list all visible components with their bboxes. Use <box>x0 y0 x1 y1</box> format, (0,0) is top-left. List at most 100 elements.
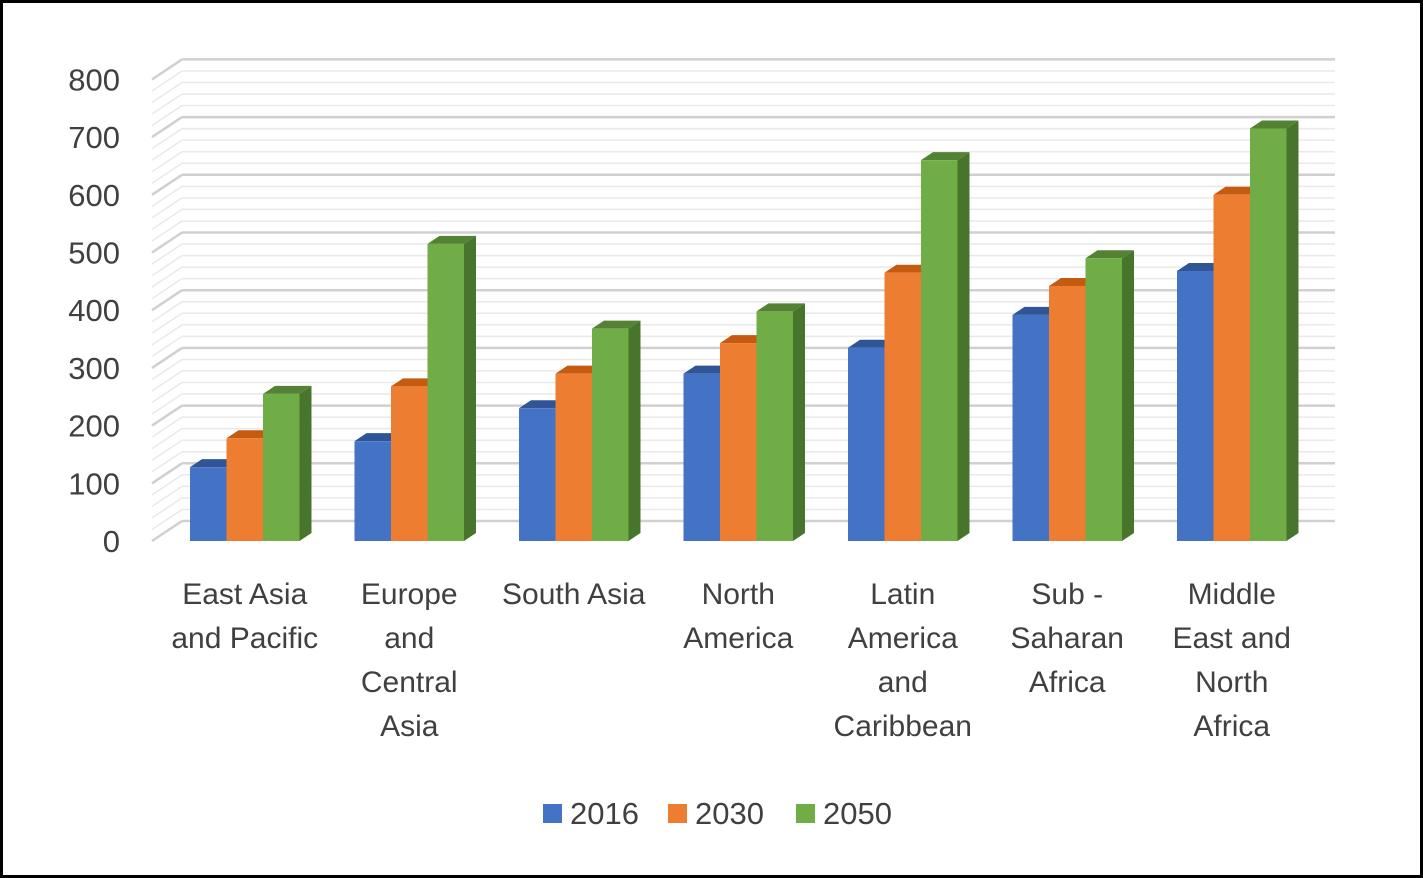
bar-top <box>1213 186 1262 195</box>
gridline-side <box>151 93 183 115</box>
bar-front <box>519 408 556 541</box>
gridline-side <box>151 485 183 508</box>
y-tick-label: 100 <box>68 466 120 501</box>
x-category-line: Africa <box>1193 710 1270 743</box>
x-category-line: South Asia <box>502 578 646 611</box>
bar-2050 <box>427 235 476 541</box>
bar-top <box>354 433 403 442</box>
legend-label-2050: 2050 <box>823 796 892 831</box>
bar-front <box>592 328 629 541</box>
y-tick-label: 800 <box>68 62 120 97</box>
y-tick-label: 300 <box>68 351 120 386</box>
bar-front <box>756 311 793 541</box>
x-category-label: South Asia <box>502 578 646 611</box>
gridline-side <box>151 358 183 381</box>
y-tick-label: 200 <box>68 409 120 444</box>
x-category-line: North <box>1195 666 1268 699</box>
x-category-line: America <box>848 622 958 655</box>
gridline-side <box>151 381 183 404</box>
y-tick-label: 700 <box>68 120 120 155</box>
x-category-label: Sub - Saharan Africa <box>1011 578 1124 699</box>
bar-top <box>1250 120 1299 129</box>
gridline-side <box>151 428 183 450</box>
bar-side <box>628 320 641 541</box>
gridline-side <box>151 173 183 196</box>
y-axis-ticks: 0 100 200 300 400 500 600 700 800 <box>68 62 120 559</box>
bar-top <box>1177 262 1226 271</box>
y-tick-label: 600 <box>68 178 120 213</box>
bar-side <box>1286 120 1299 541</box>
bar-top <box>263 385 312 394</box>
bar-top <box>720 335 769 344</box>
bar-top <box>519 400 568 409</box>
bar-front <box>921 160 958 541</box>
bar-front <box>848 347 885 541</box>
gridline-side <box>151 266 183 288</box>
bar-2050 <box>921 152 970 541</box>
x-category-line: Central <box>361 666 458 699</box>
x-category-line: Latin <box>870 578 935 611</box>
x-category-line: Asia <box>380 710 439 743</box>
x-category-line: North <box>702 578 775 611</box>
bar-top <box>226 430 275 439</box>
legend-label-2016: 2016 <box>570 796 639 831</box>
bar-front <box>555 373 592 541</box>
bar-2050 <box>263 385 312 541</box>
bar-top <box>1012 306 1061 315</box>
x-axis-categories: East Asia and Pacific Europe and Central Asia… <box>171 578 1291 743</box>
x-category-line: Africa <box>1029 666 1106 699</box>
gridline-side <box>151 81 183 104</box>
x-category-line: America <box>683 622 793 655</box>
bar-side <box>464 235 476 541</box>
x-category-label: East Asia and Pacific <box>171 578 318 655</box>
x-category-line: and <box>878 666 928 699</box>
gridline-side <box>151 243 183 265</box>
x-category-line: Sub - <box>1031 578 1103 611</box>
gridline-side <box>151 70 183 92</box>
x-category-line: and <box>384 622 434 655</box>
y-tick-label: 500 <box>68 236 120 271</box>
bar-front <box>226 438 263 541</box>
bar-front <box>884 272 921 541</box>
legend-swatch-2016 <box>543 804 562 823</box>
gridline-side <box>151 462 183 485</box>
gridline-side <box>151 197 183 219</box>
gridline-side <box>151 508 183 531</box>
bars <box>190 120 1299 542</box>
gridline-side <box>151 116 183 139</box>
gridline-side <box>151 393 183 415</box>
gridline-side <box>151 185 183 207</box>
gridline-side <box>151 497 183 519</box>
gridline-side <box>151 128 183 150</box>
gridline-side <box>151 416 183 438</box>
bar-side <box>299 385 312 541</box>
bar-front <box>354 441 391 541</box>
x-category-line: East and <box>1173 622 1291 655</box>
bar-top <box>848 339 897 348</box>
gridline-side <box>151 370 183 392</box>
gridline-side <box>151 324 183 346</box>
gridline-side <box>151 404 183 427</box>
bar-side <box>793 303 805 541</box>
gridline-side <box>151 162 183 184</box>
bar-front <box>427 243 464 541</box>
bar-2050 <box>1085 250 1134 541</box>
x-category-label: Europe and Central Asia <box>361 578 458 743</box>
gridline-side <box>151 289 183 312</box>
bar-2050 <box>592 320 641 541</box>
legend-label-2030: 2030 <box>695 796 764 831</box>
x-category-label: Latin America and Caribbean <box>834 578 972 743</box>
y-tick-label: 400 <box>68 293 120 328</box>
bar-front <box>391 386 428 541</box>
gridline-side <box>151 519 183 543</box>
gridline-side <box>151 58 183 81</box>
bar-front <box>683 373 720 541</box>
bar-front <box>1012 314 1049 541</box>
bar-top <box>1085 250 1134 259</box>
gridline-side <box>151 104 183 127</box>
gridline-side <box>151 301 183 323</box>
bar-side <box>1122 250 1134 541</box>
x-category-line: Middle <box>1188 578 1276 611</box>
bar-front <box>1177 270 1214 541</box>
